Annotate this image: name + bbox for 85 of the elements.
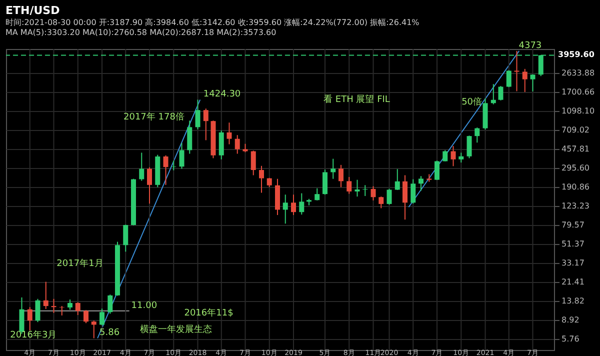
y-tick-label: 5.76 xyxy=(562,334,580,344)
candlestick xyxy=(123,224,128,252)
y-tick-label: 21.41 xyxy=(562,277,584,286)
candlestick xyxy=(498,86,504,101)
candlestick xyxy=(354,179,360,198)
candlestick xyxy=(346,176,352,194)
candlestick xyxy=(322,169,328,196)
annotation: 2016年3月 xyxy=(10,330,57,341)
candlestick xyxy=(75,302,80,316)
chart-title: ETH/USD xyxy=(6,4,60,17)
candlestick xyxy=(100,308,105,326)
y-tick-label: 190.86 xyxy=(562,182,590,192)
y-tick-label: 1700.66 xyxy=(562,87,595,96)
annotation: 横盘一年发展生态 xyxy=(140,324,212,335)
y-tick-label: 1098.10 xyxy=(562,106,595,116)
candlestick xyxy=(35,298,40,323)
candlestick xyxy=(530,74,536,92)
candlestick xyxy=(179,142,184,170)
candlestick xyxy=(266,177,272,188)
candlestick xyxy=(259,165,264,194)
candlestick xyxy=(362,184,368,196)
chart-subtitle: 时间:2021-08-30 00:00 开:3187.90 高:3984.60 低:3142.60 收:3959.60 涨幅:24.22%(772.00) 振幅:26.41% xyxy=(6,18,420,27)
candlestick xyxy=(442,150,448,162)
candlestick xyxy=(450,145,456,167)
candlestick xyxy=(187,120,192,154)
candlestick xyxy=(434,160,440,180)
candlestick xyxy=(330,158,336,180)
candlestick xyxy=(234,134,240,154)
annotation: 1424.30 xyxy=(203,90,241,100)
candlestick xyxy=(27,306,32,332)
candlestick xyxy=(163,154,168,186)
candlestick xyxy=(490,84,496,105)
y-tick-label: 51.37 xyxy=(562,239,584,248)
y-tick-label: 709.02 xyxy=(562,125,590,134)
annotation: 50倍 xyxy=(462,96,482,108)
candlestick xyxy=(171,160,176,171)
candlestick xyxy=(378,196,384,209)
candlestick xyxy=(474,127,480,144)
annotation: 看 ETH 展望 FIL xyxy=(324,94,390,105)
candlestick xyxy=(458,152,464,164)
candlestick xyxy=(218,130,224,160)
candlestick xyxy=(195,99,200,130)
candlestick xyxy=(466,135,472,159)
annotation: 4373 xyxy=(518,40,542,51)
candlestick xyxy=(410,178,416,204)
candlestick xyxy=(250,150,256,176)
y-tick-label: 33.17 xyxy=(562,258,584,268)
candlestick xyxy=(314,188,320,201)
annotation: 2017年 178倍 xyxy=(123,111,184,122)
candlestick xyxy=(291,194,296,216)
candlestick xyxy=(68,298,73,310)
candlestick xyxy=(108,294,113,314)
y-tick-label: 2633.88 xyxy=(562,68,595,78)
candlestick xyxy=(402,174,408,220)
y-tick-label: 8.92 xyxy=(562,315,580,324)
y-tick-label: 13.82 xyxy=(562,296,584,306)
text: MA MA(5):3303.20 MA(10):2760.58 MA(20):2687.18 MA(2):3573.60 xyxy=(6,28,276,37)
candlestick xyxy=(51,298,56,314)
candlestick xyxy=(506,70,512,88)
candlestick xyxy=(299,192,304,216)
candlestick xyxy=(514,50,520,92)
annotation: 2017年1月 xyxy=(56,258,104,269)
candlestick xyxy=(418,176,424,192)
annotation: 2016年11$ xyxy=(184,308,234,319)
ref-line-label: 3959.60 xyxy=(558,50,595,60)
candlestick xyxy=(84,310,89,324)
candlestick xyxy=(522,68,528,92)
candlestick xyxy=(338,164,344,188)
annotation: 5.86 xyxy=(100,328,120,338)
candlestick xyxy=(394,168,400,190)
y-tick-label: 457.81 xyxy=(562,144,590,154)
candlestick xyxy=(139,152,144,182)
candlestick xyxy=(370,186,376,201)
candlestick xyxy=(226,122,232,145)
y-tick-label: 79.57 xyxy=(562,220,584,230)
annotation: 11.00 xyxy=(131,300,158,311)
candlestick xyxy=(146,166,152,204)
candlestick xyxy=(282,194,288,224)
candlestick xyxy=(203,108,208,141)
candlestick xyxy=(91,320,96,339)
candlestick xyxy=(386,188,392,206)
y-tick-label: 123.23 xyxy=(562,201,590,210)
candlestick xyxy=(43,281,48,310)
y-tick-label: 295.60 xyxy=(562,163,590,172)
candlestick xyxy=(59,306,64,316)
